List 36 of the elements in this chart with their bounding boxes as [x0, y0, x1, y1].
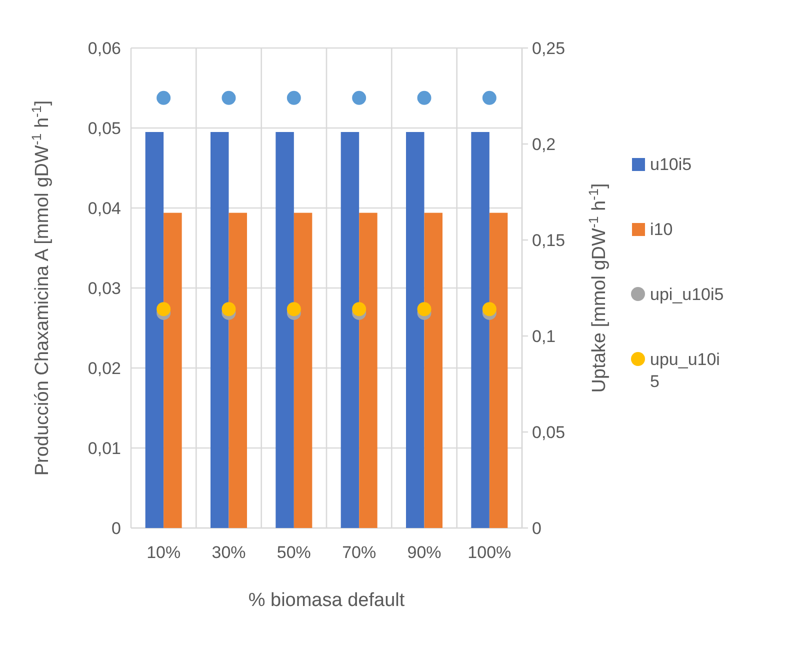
y-tick-label: 0: [112, 518, 121, 538]
point: [417, 90, 432, 105]
legend-label: i10: [650, 220, 673, 239]
y-tick-label: 0,02: [88, 358, 121, 378]
y2-tick-label: 0: [532, 518, 542, 538]
point: [352, 302, 366, 316]
y2-tick-label: 0,1: [532, 326, 556, 346]
y-tick-label: 0,05: [88, 118, 121, 138]
point: [286, 302, 301, 316]
y2-tick-label: 0,05: [532, 422, 566, 442]
y-tick-label: 0,06: [88, 38, 121, 58]
legend-label: upi_u10i5: [650, 284, 724, 304]
x-axis-title: % biomasa default: [248, 590, 406, 611]
y-tick-label: 0,01: [88, 438, 121, 458]
x-tick-label: 50%: [276, 543, 311, 562]
x-tick-label: 90%: [407, 543, 442, 562]
y2-tick-label: 0,2: [532, 134, 556, 154]
legend-label: upu_u10i5: [650, 350, 720, 392]
point: [352, 90, 366, 105]
x-tick-label: 30%: [212, 543, 246, 562]
y2-tick-label: 0,15: [532, 230, 566, 250]
y-tick-label: 0,03: [88, 278, 121, 298]
point: [222, 90, 236, 105]
point: [482, 90, 496, 105]
point: [417, 302, 432, 316]
legend-label: u10i5: [650, 154, 692, 174]
y-tick-label: 0,04: [88, 198, 121, 218]
point: [156, 90, 171, 105]
x-tick-label: 70%: [342, 543, 376, 562]
point: [156, 302, 171, 316]
x-tick-label: 10%: [146, 543, 181, 562]
x-tick-label: 100%: [468, 543, 512, 562]
y2-tick-label: 0,25: [532, 38, 566, 58]
point: [482, 302, 496, 316]
point: [222, 302, 236, 316]
point: [286, 90, 301, 105]
